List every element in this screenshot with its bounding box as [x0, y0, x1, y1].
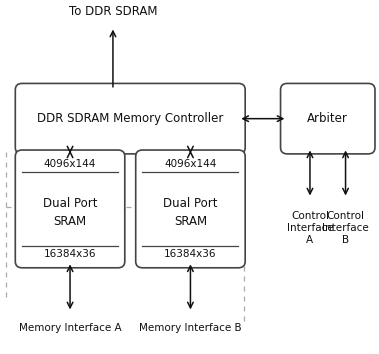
Text: Memory Interface A: Memory Interface A: [19, 323, 121, 333]
Text: 4096x144: 4096x144: [164, 159, 217, 169]
Text: 4096x144: 4096x144: [44, 159, 96, 169]
FancyBboxPatch shape: [136, 150, 245, 268]
FancyBboxPatch shape: [15, 84, 245, 154]
Text: To DDR SDRAM: To DDR SDRAM: [69, 5, 157, 18]
Text: Control
Interface
A: Control Interface A: [287, 211, 334, 245]
Text: Arbiter: Arbiter: [307, 112, 348, 125]
Text: 16384x36: 16384x36: [44, 249, 96, 259]
Text: 16384x36: 16384x36: [164, 249, 217, 259]
Text: Control
Interface
B: Control Interface B: [322, 211, 369, 245]
FancyBboxPatch shape: [15, 150, 125, 268]
Text: Memory Interface B: Memory Interface B: [139, 323, 242, 333]
Text: DDR SDRAM Memory Controller: DDR SDRAM Memory Controller: [37, 112, 224, 125]
Text: Dual Port
SRAM: Dual Port SRAM: [43, 197, 97, 228]
FancyBboxPatch shape: [280, 84, 375, 154]
Text: Dual Port
SRAM: Dual Port SRAM: [163, 197, 218, 228]
